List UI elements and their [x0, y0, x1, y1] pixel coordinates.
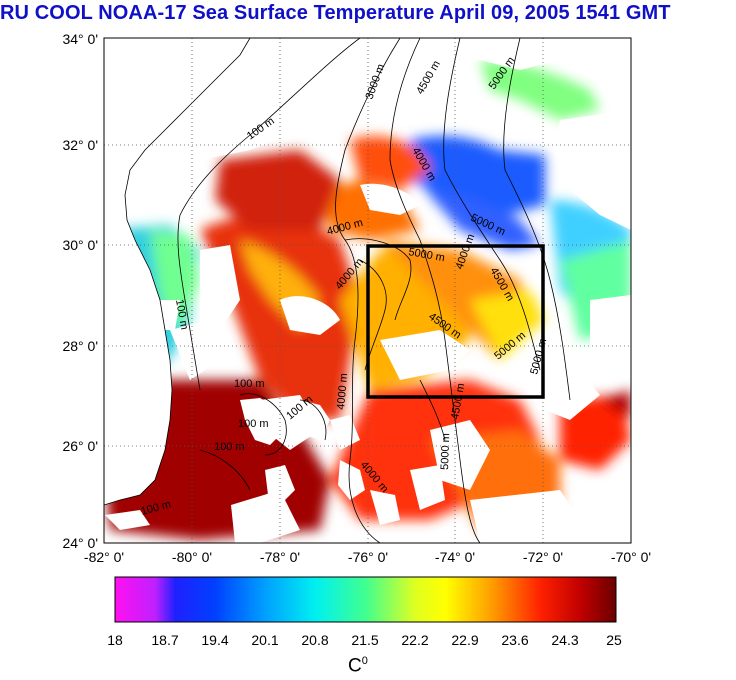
colorbar-tick-label: 19.4 [201, 632, 228, 648]
contour-label: 5000 m [528, 337, 549, 376]
colorbar-tick-label: 18 [107, 632, 123, 648]
lon-tick-label: -70° 0' [611, 549, 651, 565]
lon-tick-label: -80° 0' [172, 549, 212, 565]
sst-field [104, 38, 631, 543]
study-area-box [366, 244, 545, 399]
lon-tick-label: -72° 0' [523, 549, 563, 565]
lon-tick-label: -78° 0' [260, 549, 300, 565]
colorbar-tick-label: 23.6 [501, 632, 528, 648]
contour-label: 100 m [214, 441, 245, 453]
contour-label: 100 m [238, 418, 269, 430]
bathymetry-contours [104, 38, 571, 543]
contour-label: 5000 m [439, 433, 452, 470]
unit-base: C [348, 655, 362, 677]
lon-tick-label: -82° 0' [84, 549, 124, 565]
colorbar-tick-label: 20.1 [251, 632, 278, 648]
graticule [104, 38, 631, 543]
colorbar-tick-label: 25 [606, 632, 622, 648]
contour-label: 100 m [234, 378, 265, 390]
lat-axis: 34° 0' 32° 0' 30° 0' 28° 0' 26° 0' 24° 0… [62, 31, 98, 551]
colorbar-unit: C0 [348, 655, 368, 677]
colorbar-tick-label: 22.2 [401, 632, 428, 648]
map-title: RU COOL NOAA-17 Sea Surface Temperature … [0, 2, 671, 24]
bahamas-islands [105, 398, 400, 530]
lat-tick-label: 28° 0' [62, 338, 98, 354]
lat-tick-label: 32° 0' [62, 137, 98, 153]
land-florida [104, 38, 250, 505]
contour-label: 100 m [173, 298, 190, 330]
colorbar-tick-label: 18.7 [151, 632, 178, 648]
colorbar-tick-label: 21.5 [351, 632, 378, 648]
lat-tick-label: 24° 0' [62, 535, 98, 551]
colorbar-tick-label: 22.9 [451, 632, 478, 648]
unit-superscript: 0 [361, 655, 368, 667]
lat-tick-label: 34° 0' [62, 31, 98, 47]
lon-tick-label: -76° 0' [348, 549, 388, 565]
lon-axis: -82° 0' -80° 0' -78° 0' -76° 0' -74° 0' … [84, 549, 651, 565]
lon-tick-label: -74° 0' [435, 549, 475, 565]
map-frame [103, 37, 632, 544]
colorbar: 18 18.7 19.4 20.1 20.8 21.5 22.2 22.9 23… [107, 576, 622, 648]
contour-label: 4000 m [335, 373, 350, 411]
lat-tick-label: 26° 0' [62, 438, 98, 454]
colorbar-gradient [114, 576, 617, 623]
colorbar-tick-label: 24.3 [551, 632, 578, 648]
colorbar-tick-label: 20.8 [301, 632, 328, 648]
lat-tick-label: 30° 0' [62, 237, 98, 253]
